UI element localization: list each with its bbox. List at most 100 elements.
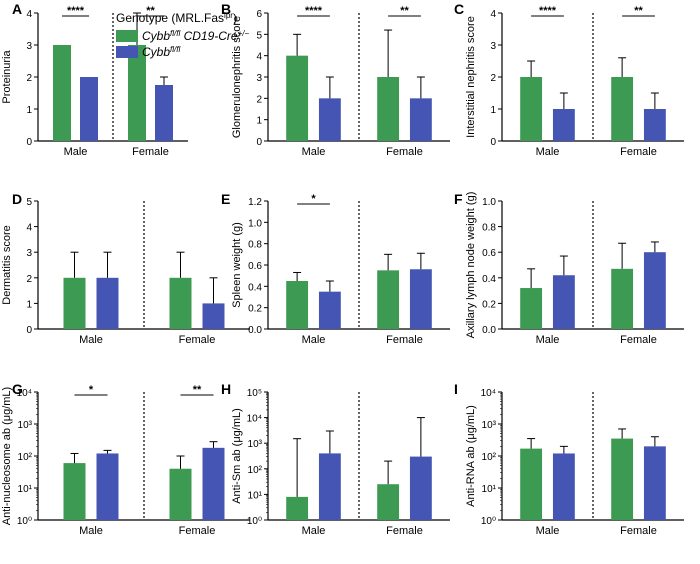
y-tick-label: 0.4 [482,274,496,285]
legend-item: Cybbfl/fl [142,45,180,60]
x-tick-label: Male [536,146,560,158]
y-axis-label: Interstitial nephritis score [465,16,477,138]
bar [80,77,98,141]
panel-label-D: D [12,191,22,207]
y-tick-label: 4 [26,223,32,234]
panel-label-A: A [12,1,22,17]
y-tick-label: 0 [490,137,496,148]
y-tick-label: 3 [26,248,32,259]
y-tick-label: 2 [490,73,496,84]
y-tick-label: 10² [248,465,263,476]
significance-label: ** [634,5,643,17]
bar [202,447,225,520]
x-tick-label: Male [302,146,326,158]
y-tick-label: 3 [26,41,32,52]
y-tick-label: 3 [256,73,262,84]
x-tick-label: Male [302,525,326,537]
legend-title: Genotype (MRL.Faslpr) [116,11,237,26]
y-tick-label: 5 [26,197,32,208]
bar [96,277,119,329]
y-tick-label: 0 [26,137,32,148]
bar [377,484,400,520]
y-axis-label: Proteinuria [1,50,13,104]
bar [643,446,666,520]
y-tick-label: 0.2 [248,304,262,315]
y-tick-label: 0.4 [248,282,262,293]
x-tick-label: Male [79,525,103,537]
panel-label-E: E [221,191,230,207]
bar [53,45,71,141]
x-tick-label: Female [620,525,657,537]
bar [155,85,173,141]
bar [611,438,634,520]
bar [128,45,146,141]
y-tick-label: 10⁴ [17,388,32,399]
y-tick-label: 0.8 [248,240,262,251]
y-axis-label: Anti-nucleosome ab (μg/mL) [1,387,13,525]
y-tick-label: 1 [256,116,262,127]
x-tick-label: Male [302,334,326,346]
y-tick-label: 3 [490,41,496,52]
y-tick-label: 10² [482,452,497,463]
y-tick-label: 10⁰ [17,516,32,527]
bar [520,288,543,329]
bar [63,277,86,329]
y-tick-label: 10⁰ [247,516,262,527]
legend-swatch [116,30,138,42]
y-tick-label: 2 [26,274,32,285]
y-tick-label: 10⁴ [481,388,496,399]
y-tick-label: 1 [26,299,32,310]
y-tick-label: 10² [18,452,33,463]
bar [96,453,119,520]
bar [643,252,666,329]
significance-label: * [311,193,316,205]
bar [286,281,309,329]
y-tick-label: 10³ [248,439,263,450]
y-tick-label: 0.2 [482,299,496,310]
bar [169,277,192,329]
bar [318,453,341,520]
y-tick-label: 0 [256,137,262,148]
bar [377,77,400,141]
significance-label: **** [67,5,85,17]
x-tick-label: Female [179,525,216,537]
bar [202,303,225,329]
bar [409,456,432,520]
significance-label: **** [305,5,323,17]
y-tick-label: 2 [256,94,262,105]
y-tick-label: 1 [26,105,32,116]
panel-label-H: H [221,381,231,397]
bar [409,269,432,329]
x-tick-label: Female [386,146,423,158]
significance-label: ** [146,5,155,17]
significance-label: ** [400,5,409,17]
y-axis-label: Spleen weight (g) [231,222,243,308]
panel-label-I: I [454,381,458,397]
y-tick-label: 10³ [482,420,497,431]
y-tick-label: 10¹ [18,484,33,495]
significance-label: ** [193,384,202,396]
bar [409,98,432,141]
x-tick-label: Male [536,334,560,346]
y-tick-label: 4 [490,9,496,20]
y-tick-label: 1.2 [248,197,262,208]
y-tick-label: 2 [26,73,32,84]
bar [520,448,543,520]
legend-swatch [116,46,138,58]
y-axis-label: Glomerulonephritis score [231,16,243,138]
x-tick-label: Male [536,525,560,537]
y-tick-label: 10⁵ [247,388,262,399]
bar [377,270,400,329]
bar [63,463,86,520]
significance-label: * [89,384,94,396]
x-tick-label: Female [620,334,657,346]
x-tick-label: Male [79,334,103,346]
y-tick-label: 4 [256,52,262,63]
panel-label-C: C [454,1,464,17]
x-tick-label: Female [132,146,169,158]
y-tick-label: 1.0 [248,218,262,229]
bar [643,109,666,141]
y-tick-label: 10⁴ [247,414,262,425]
y-tick-label: 10³ [18,420,33,431]
